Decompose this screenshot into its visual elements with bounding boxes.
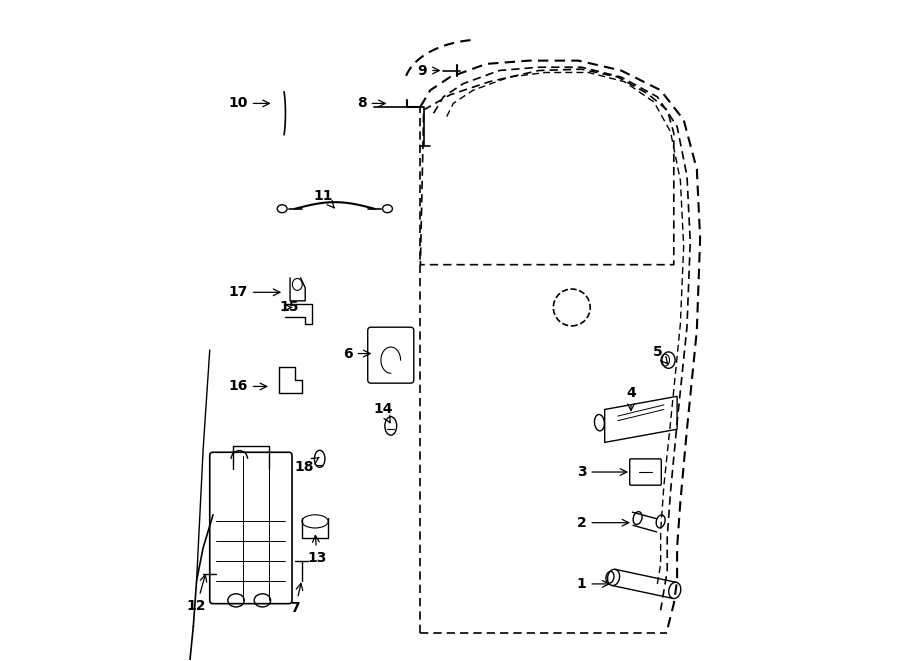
Text: 3: 3 (577, 465, 626, 479)
Text: 5: 5 (652, 344, 668, 364)
Text: 11: 11 (314, 188, 334, 208)
Text: 16: 16 (229, 379, 266, 393)
Text: 1: 1 (577, 577, 609, 591)
Text: 6: 6 (343, 346, 370, 360)
Text: 9: 9 (418, 63, 439, 77)
Text: 15: 15 (279, 301, 299, 315)
Text: 12: 12 (187, 575, 207, 613)
Text: 8: 8 (357, 97, 385, 110)
Text: 2: 2 (577, 516, 629, 529)
Text: 17: 17 (229, 286, 280, 299)
Text: 14: 14 (374, 403, 392, 423)
Text: 4: 4 (626, 386, 636, 410)
Text: 7: 7 (291, 584, 302, 615)
Text: 10: 10 (229, 97, 269, 110)
Text: 18: 18 (294, 457, 319, 475)
Text: 13: 13 (308, 535, 327, 564)
